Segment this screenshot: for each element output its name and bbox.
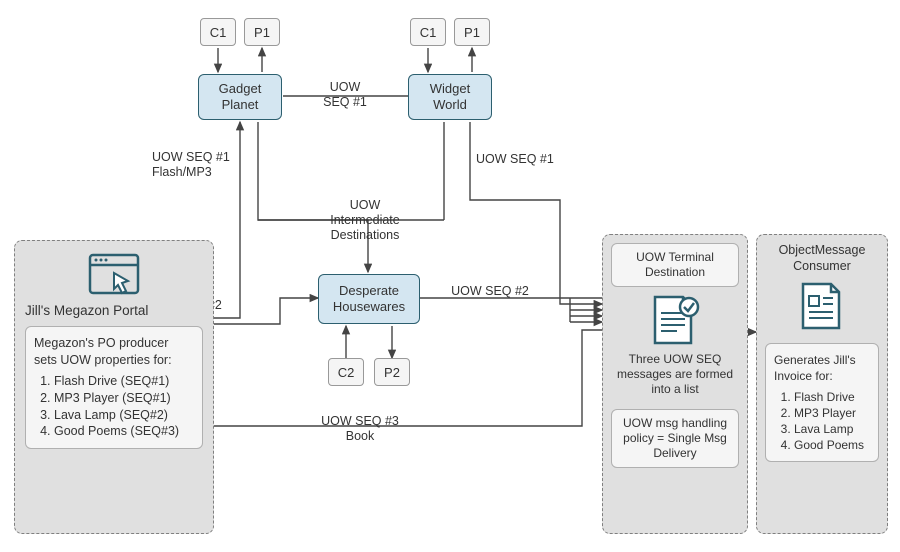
- consumer-box-title: Generates Jill's Invoice for:: [774, 352, 870, 384]
- consumer-invoice-box: Generates Jill's Invoice for: Flash Driv…: [765, 343, 879, 462]
- panel-portal: Jill's Megazon Portal Megazon's PO produ…: [14, 240, 214, 534]
- portal-title: Jill's Megazon Portal: [25, 303, 203, 318]
- consumer-title: ObjectMessage Consumer: [765, 243, 879, 274]
- node-p1-left: P1: [244, 18, 280, 46]
- list-item: Lava Lamp: [794, 421, 870, 437]
- label-seq1-top: UOW SEQ #1: [310, 80, 380, 110]
- node-c1-left: C1: [200, 18, 236, 46]
- node-c2: C2: [328, 358, 364, 386]
- label-intermediate: UOW Intermediate Destinations: [310, 198, 420, 243]
- list-item: Lava Lamp (SEQ#2): [54, 407, 194, 424]
- consumer-invoice-list: Flash Drive MP3 Player Lava Lamp Good Po…: [774, 389, 870, 454]
- label-seq1-flash: UOW SEQ #1 Flash/MP3: [152, 150, 252, 180]
- terminal-policy: UOW msg handling policy = Single Msg Del…: [611, 409, 739, 468]
- panel-terminal: UOW Terminal Destination Three UOW SEQ m…: [602, 234, 748, 534]
- invoice-icon: [797, 280, 847, 332]
- label-seq3-book: UOW SEQ #3 Book: [300, 414, 420, 444]
- list-item: MP3 Player: [794, 405, 870, 421]
- portal-po-title: Megazon's PO producer sets UOW propertie…: [34, 335, 194, 369]
- node-widget-world: Widget World: [408, 74, 492, 120]
- node-desperate-housewares: Desperate Housewares: [318, 274, 420, 324]
- portal-po-box: Megazon's PO producer sets UOW propertie…: [25, 326, 203, 449]
- panel-consumer: ObjectMessage Consumer Generates Jill's …: [756, 234, 888, 534]
- portal-po-list: Flash Drive (SEQ#1) MP3 Player (SEQ#1) L…: [34, 373, 194, 441]
- node-gadget-planet: Gadget Planet: [198, 74, 282, 120]
- list-item: Flash Drive: [794, 389, 870, 405]
- browser-click-icon: [86, 251, 142, 299]
- consumer-icon-block: [765, 280, 879, 335]
- document-check-icon: [647, 293, 703, 347]
- terminal-doc-icon-block: Three UOW SEQ messages are formed into a…: [611, 293, 739, 397]
- terminal-title: UOW Terminal Destination: [611, 243, 739, 287]
- node-p2: P2: [374, 358, 410, 386]
- node-c1-right: C1: [410, 18, 446, 46]
- list-item: Good Poems (SEQ#3): [54, 423, 194, 440]
- portal-icon-block: Jill's Megazon Portal: [25, 251, 203, 318]
- label-seq1-right: UOW SEQ #1: [476, 152, 566, 167]
- list-item: Flash Drive (SEQ#1): [54, 373, 194, 390]
- label-seq2-right: UOW SEQ #2: [440, 284, 540, 299]
- list-item: Good Poems: [794, 437, 870, 453]
- node-p1-right: P1: [454, 18, 490, 46]
- terminal-msg: Three UOW SEQ messages are formed into a…: [611, 352, 739, 397]
- list-item: MP3 Player (SEQ#1): [54, 390, 194, 407]
